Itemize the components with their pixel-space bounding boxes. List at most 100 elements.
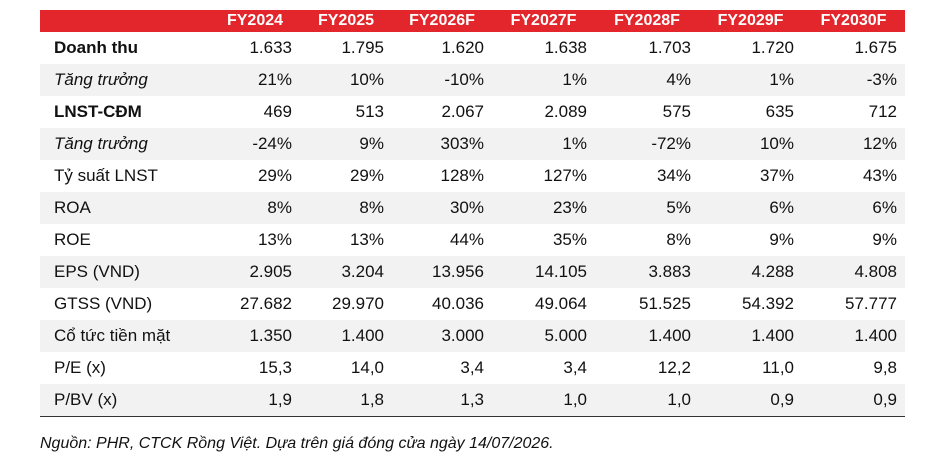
forecast-table: FY2024 FY2025 FY2026F FY2027F FY2028F FY2029F… <box>40 10 905 417</box>
cell: 13% <box>349 230 384 249</box>
cell: 27.682 <box>240 294 292 313</box>
table-row: GTSS (VND) 27.682 29.970 40.036 49.064 51.525… <box>40 288 905 320</box>
cell: 1.720 <box>751 38 794 57</box>
cell: 4.288 <box>699 256 802 288</box>
cell: 1.675 <box>854 38 897 57</box>
cell: 1,9 <box>210 384 300 417</box>
cell: 44% <box>449 230 484 249</box>
row-label: GTSS (VND) <box>54 294 153 313</box>
cell: 1,0 <box>595 384 699 417</box>
cell: 1.633 <box>249 38 292 57</box>
header-blank <box>40 10 210 32</box>
cell: 9% <box>769 230 794 249</box>
cell: 712 <box>868 102 897 121</box>
cell: -10% <box>392 64 492 96</box>
cell: 4% <box>595 64 699 96</box>
cell: 9% <box>300 128 392 160</box>
table-row: Doanh thu 1.633 1.795 1.620 1.638 1.703 1.720 1… <box>40 32 905 64</box>
cell: 57.777 <box>845 294 897 313</box>
cell: 303% <box>392 128 492 160</box>
cell: -3% <box>802 64 905 96</box>
cell: -24% <box>210 128 300 160</box>
cell: 8% <box>666 230 691 249</box>
cell: 15,3 <box>258 358 292 377</box>
cell: 1.400 <box>595 320 699 352</box>
cell: 43% <box>862 166 897 185</box>
cell: 29.970 <box>332 294 384 313</box>
cell: 14.105 <box>492 256 595 288</box>
table-row: EPS (VND) 2.905 3.204 13.956 14.105 3.883 4.28… <box>40 256 905 288</box>
cell: 1.638 <box>544 38 587 57</box>
cell: 5.000 <box>492 320 595 352</box>
cell: 2.089 <box>544 102 587 121</box>
cell: 575 <box>662 102 691 121</box>
cell: -72% <box>595 128 699 160</box>
cell: 8% <box>210 192 300 224</box>
cell: 13.956 <box>392 256 492 288</box>
footnote: Nguồn: PHR, CTCK Rồng Việt. Dựa trên giá… <box>40 435 554 452</box>
row-label: P/BV (x) <box>40 384 210 417</box>
table-row: P/E (x) 15,3 14,0 3,4 3,4 12,2 11,0 9,8 <box>40 352 905 384</box>
cell: 1.620 <box>441 38 484 57</box>
cell: 10% <box>699 128 802 160</box>
table-row: ROE 13% 13% 44% 35% 8% 9% 9% <box>40 224 905 256</box>
cell: 51.525 <box>639 294 691 313</box>
table-row: Cổ tức tiền mặt 1.350 1.400 3.000 5.000 1.400… <box>40 320 905 352</box>
cell: 6% <box>699 192 802 224</box>
cell: 37% <box>759 166 794 185</box>
table-row: Tỷ suất LNST 29% 29% 128% 127% 34% 37% 43% <box>40 160 905 192</box>
row-label: Doanh thu <box>54 38 139 57</box>
cell: 49.064 <box>535 294 587 313</box>
cell: 1% <box>492 64 595 96</box>
row-label: ROE <box>54 230 91 249</box>
cell: 23% <box>492 192 595 224</box>
column-header: FY2030F <box>802 10 905 32</box>
cell: 128% <box>440 166 484 185</box>
cell: 3,4 <box>563 358 587 377</box>
cell: 29% <box>349 166 384 185</box>
cell: 30% <box>392 192 492 224</box>
cell: 21% <box>210 64 300 96</box>
cell: 13% <box>257 230 292 249</box>
cell: 29% <box>257 166 292 185</box>
cell: 3.000 <box>392 320 492 352</box>
column-header: FY2027F <box>492 10 595 32</box>
cell: 1.703 <box>648 38 691 57</box>
cell: 1.400 <box>802 320 905 352</box>
cell: 1.400 <box>300 320 392 352</box>
cell: 0,9 <box>802 384 905 417</box>
cell: 3,4 <box>460 358 484 377</box>
row-label: P/E (x) <box>54 358 106 377</box>
cell: 35% <box>552 230 587 249</box>
cell: 1.350 <box>210 320 300 352</box>
row-label: Tăng trưởng <box>40 64 210 96</box>
cell: 635 <box>765 102 794 121</box>
cell: 6% <box>802 192 905 224</box>
cell: 3.204 <box>300 256 392 288</box>
cell: 12% <box>802 128 905 160</box>
cell: 1% <box>492 128 595 160</box>
column-header: FY2026F <box>392 10 492 32</box>
cell: 1.795 <box>341 38 384 57</box>
table-row: Tăng trưởng -24% 9% 303% 1% -72% 10% 12% <box>40 128 905 160</box>
cell: 127% <box>543 166 587 185</box>
cell: 1,8 <box>300 384 392 417</box>
cell: 1% <box>699 64 802 96</box>
row-label: LNST-CĐM <box>54 102 142 121</box>
cell: 513 <box>355 102 384 121</box>
cell: 3.883 <box>595 256 699 288</box>
cell: 8% <box>300 192 392 224</box>
cell: 1.400 <box>699 320 802 352</box>
column-header: FY2025 <box>300 10 392 32</box>
row-label: Tỷ suất LNST <box>54 166 158 185</box>
column-header: FY2028F <box>595 10 699 32</box>
row-label: Tăng trưởng <box>40 128 210 160</box>
cell: 10% <box>300 64 392 96</box>
cell: 1,3 <box>392 384 492 417</box>
column-header: FY2029F <box>699 10 802 32</box>
cell: 2.905 <box>210 256 300 288</box>
table-row: ROA 8% 8% 30% 23% 5% 6% 6% <box>40 192 905 224</box>
cell: 14,0 <box>350 358 384 377</box>
cell: 9,8 <box>873 358 897 377</box>
